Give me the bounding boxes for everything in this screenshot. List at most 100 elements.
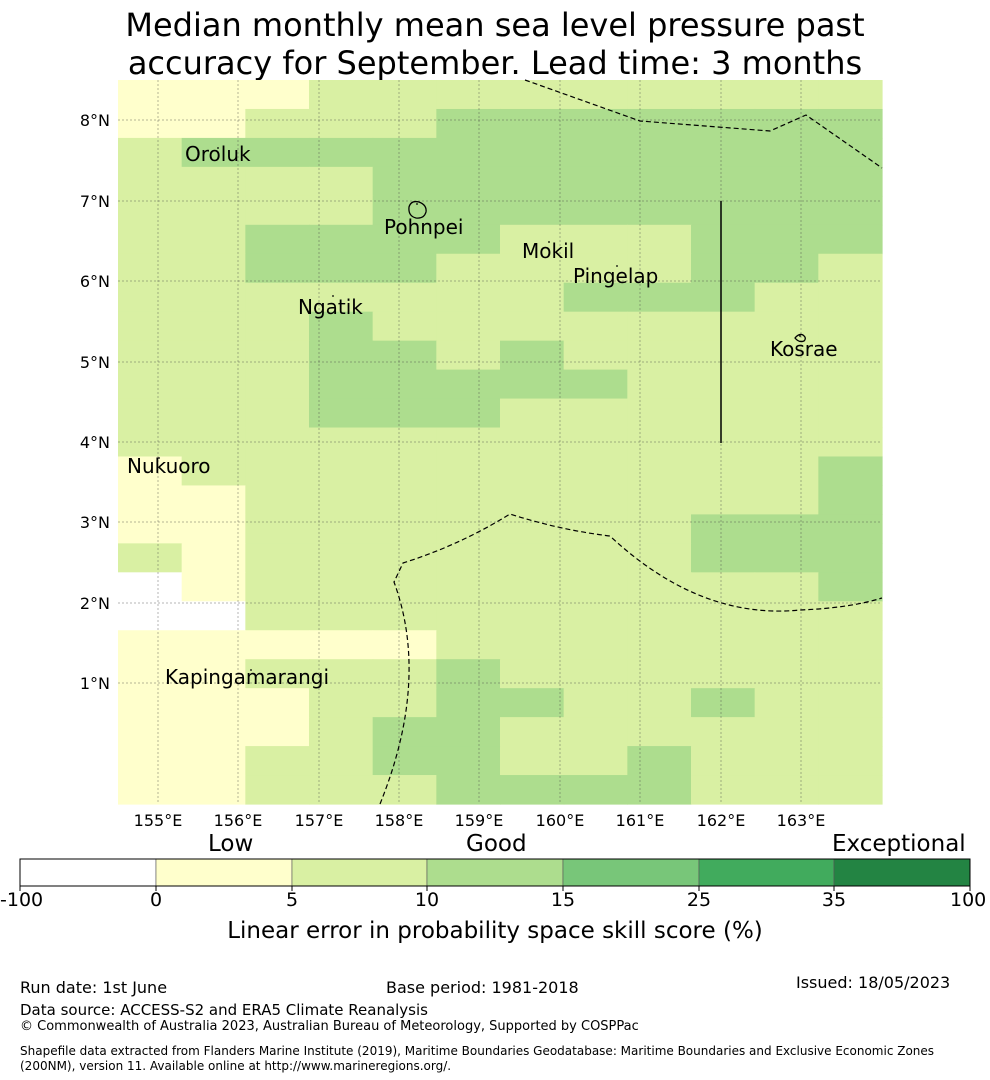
- grid-cell: [436, 398, 501, 429]
- grid-cell: [309, 137, 374, 168]
- grid-cell: [436, 746, 501, 776]
- grid-cell: [563, 659, 628, 689]
- tick-35: 35: [821, 889, 847, 911]
- grid-cell: [309, 688, 374, 718]
- grid-cell: [754, 195, 819, 226]
- lat-tick-label: 4°N: [80, 433, 110, 452]
- grid-cell: [436, 340, 501, 371]
- eez-boundaries: [379, 79, 883, 805]
- grid-cell: [691, 717, 756, 747]
- grid-cell: [563, 630, 628, 660]
- grid-cell: [691, 253, 756, 284]
- grid-cell: [309, 398, 374, 429]
- grid-cell: [245, 369, 310, 400]
- grid-cell: [818, 775, 883, 805]
- grid-cell: [372, 137, 437, 168]
- lon-tick-label: 158°E: [375, 811, 424, 830]
- grid-cell: [118, 572, 183, 602]
- grid-cell: [245, 427, 310, 458]
- grid-cell: [181, 601, 246, 631]
- grid-cell: [245, 195, 310, 226]
- grid-cell: [754, 340, 819, 371]
- grid-cell: [245, 746, 310, 776]
- grid-cell: [245, 514, 310, 544]
- grid-cell: [627, 485, 692, 515]
- place-label-pingelap: Pingelap: [573, 264, 658, 288]
- grid-cell: [563, 340, 628, 371]
- grid-cell: [118, 80, 183, 110]
- grid-cell: [818, 543, 883, 573]
- grid-cell: [372, 485, 437, 515]
- grid-cell: [118, 311, 183, 342]
- grid-cell: [691, 456, 756, 487]
- grid-cell: [181, 108, 246, 139]
- grid-cell: [691, 80, 756, 110]
- grid-cell: [818, 717, 883, 747]
- grid-cell: [754, 514, 819, 544]
- copyright: © Commonwealth of Australia 2023, Austra…: [20, 1019, 639, 1034]
- grid-cell: [245, 717, 310, 747]
- grid-cell: [309, 224, 374, 255]
- grid-cell: [627, 398, 692, 429]
- lat-tick-label: 2°N: [80, 594, 110, 613]
- grid-cell: [691, 514, 756, 544]
- issued-date: Issued: 18/05/2023: [796, 973, 951, 992]
- grid-cell: [627, 543, 692, 573]
- grid-cell: [754, 601, 819, 631]
- grid-cell: [691, 311, 756, 342]
- grid-cell: [118, 282, 183, 313]
- grid-cell: [754, 630, 819, 660]
- island-marker: [416, 203, 418, 205]
- grid-cell: [691, 659, 756, 689]
- grid-cell: [118, 195, 183, 226]
- category-good: Good: [466, 831, 527, 857]
- grid-cell: [372, 601, 437, 631]
- grid-cell: [500, 398, 565, 429]
- grid-cell: [309, 456, 374, 487]
- colorbar-segment: [291, 858, 428, 887]
- grid-cell: [691, 688, 756, 718]
- grid-cell: [818, 369, 883, 400]
- grid-cell: [309, 80, 374, 110]
- grid-cell: [372, 253, 437, 284]
- grid-cell: [691, 195, 756, 226]
- grid-cell: [118, 137, 183, 168]
- grid-cell: [754, 717, 819, 747]
- grid-cell: [436, 601, 501, 631]
- lon-tick-label: 162°E: [697, 811, 746, 830]
- grid-cell: [754, 166, 819, 197]
- place-label-ngatik: Ngatik: [298, 295, 363, 319]
- grid-cell: [754, 253, 819, 284]
- grid-cell: [372, 717, 437, 747]
- grid-cell: [436, 456, 501, 487]
- island-marker: [250, 669, 252, 671]
- colorbar-label: Linear error in probability space skill …: [227, 918, 763, 944]
- grid-cell: [118, 108, 183, 139]
- colorbar-segment: [155, 858, 293, 887]
- grid-cell: [627, 369, 692, 400]
- grid-cell: [818, 427, 883, 458]
- grid-cell: [181, 775, 246, 805]
- grid-cell: [691, 398, 756, 429]
- grid-cell: [754, 746, 819, 776]
- grid-cell: [627, 166, 692, 197]
- grid-cell: [181, 485, 246, 515]
- grid-cell: [563, 572, 628, 602]
- grid-cell: [500, 659, 565, 689]
- tick-100: 100: [950, 889, 987, 911]
- place-label-mokil: Mokil: [522, 239, 574, 263]
- grid-cell: [563, 398, 628, 429]
- graticule: [118, 80, 882, 804]
- shapefile-credit-line-2: (200NM), version 11. Available online at…: [20, 1059, 452, 1073]
- island-marker: [616, 265, 618, 267]
- grid-cell: [563, 775, 628, 805]
- grid-cell: [691, 282, 756, 313]
- grid-cell: [372, 166, 437, 197]
- grid-cell: [181, 543, 246, 573]
- grid-cell: [436, 80, 501, 110]
- grid-cell: [245, 108, 310, 139]
- grid-cell: [372, 746, 437, 776]
- grid-cell: [181, 688, 246, 718]
- grid-cell: [818, 398, 883, 429]
